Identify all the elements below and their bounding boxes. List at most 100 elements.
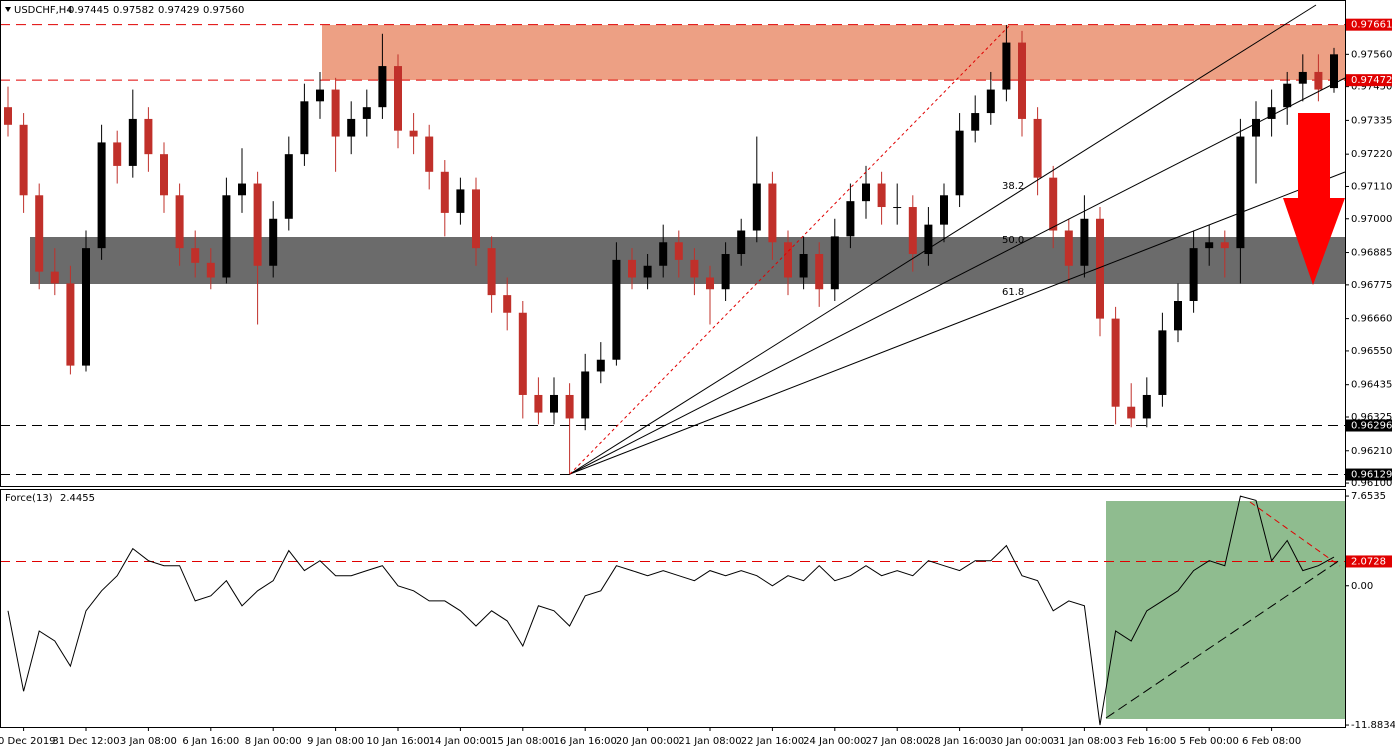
header-value: 0.97582 [113,5,154,16]
header-value: 0.97445 [68,5,109,16]
candle-body [752,183,761,231]
x-tick-label: 14 Jan 00:00 [429,736,492,747]
fib-label: 38.2 [1002,181,1024,192]
y-tick-label: 0.97220 [1351,149,1392,160]
candle-body [191,248,200,263]
candle-body [284,154,293,219]
candle-body [768,183,777,243]
x-tick-label: 8 Jan 00:00 [245,736,302,747]
y-tick-label: 0.97560 [1351,49,1392,60]
candle-body [674,242,683,260]
candle-body [66,283,75,366]
candle-body [1174,300,1182,331]
candle-body [581,371,590,419]
candle-body [1111,318,1120,407]
candle-body [456,189,465,213]
level-label: 0.97472 [1351,75,1392,86]
y-tick-label: 0.97450 [1351,82,1392,93]
level-label-bg [1346,555,1392,568]
candle-body [347,118,356,137]
level-label: 0.97661 [1351,20,1392,31]
level-label-bg [1346,74,1392,87]
symbol: USDCHF,H4 [14,5,73,16]
y-tick-label: -11.8834 [1351,720,1395,731]
candle-body [128,118,137,166]
candle-body [487,248,496,296]
x-tick-label: 30 Dec 2019 [0,736,56,747]
candle-body [1096,218,1104,319]
level-label: 2.0728 [1351,556,1386,567]
x-tick-label: 24 Jan 00:00 [803,736,866,747]
level-label-bg [1346,468,1392,481]
candle-body [175,195,184,249]
x-tick-label: 6 Feb 08:00 [1242,736,1301,747]
x-tick-label: 9 Jan 08:00 [307,736,364,747]
candle-body [877,183,886,208]
indicator-line [7,495,1335,726]
candle-body [378,66,387,108]
y-tick-label: 0.96435 [1351,380,1392,391]
arrow-head [1283,198,1345,285]
candle-body [253,183,262,266]
candle-body [4,107,12,125]
candle-body [893,207,902,209]
y-tick-label: 0.97335 [1351,115,1392,126]
candle-body [472,189,480,249]
candle-body [908,207,917,255]
level-label-bg [1346,18,1392,31]
candle-body [97,142,106,249]
candle-body [19,124,28,196]
candle-body [550,394,558,413]
candle-body [1049,177,1058,231]
candle-body [1267,107,1276,119]
candle-body [846,201,855,237]
resistance-zone [322,25,1345,80]
y-tick-label: 0.96885 [1351,248,1392,259]
candle-body [1283,83,1292,108]
candle-body [940,195,948,225]
candle-body [1252,118,1260,137]
candle-body [1314,71,1323,90]
fib-label: 61.8 [1002,287,1024,298]
header-value: 0.97429 [158,5,199,16]
candle-body [206,262,215,278]
y-tick-label: 0.96550 [1351,346,1392,357]
candle-body [160,154,168,196]
candle-body [784,242,792,278]
x-tick-label: 22 Jan 16:00 [741,736,804,747]
candle-body [518,312,527,395]
y-tick-label: 0.96775 [1351,280,1392,291]
candle-body [50,271,59,284]
x-tick-label: 31 Dec 12:00 [52,736,119,747]
candle-body [144,118,153,155]
candle-body [815,254,824,290]
y-tick-label: 0.96100 [1351,478,1392,489]
y-tick-label: 0.96210 [1351,446,1392,457]
candle-body [1080,218,1089,266]
candle-body [1064,230,1073,266]
trend-line [1105,559,1341,719]
candle-body [565,394,574,419]
y-tick-label: 0.97110 [1351,181,1392,192]
fan-line [569,77,1346,475]
x-tick-label: 16 Jan 16:00 [554,736,617,747]
candle-body [425,136,434,172]
x-tick-label: 5 Feb 00:00 [1180,736,1239,747]
candle-body [1142,394,1151,419]
candle-body [1127,406,1136,419]
candle-body [316,89,324,102]
level-label: 0.96129 [1351,470,1392,481]
candle-body [612,259,621,360]
candle-body [35,195,44,272]
candle-body [113,142,122,166]
x-tick-label: 20 Jan 00:00 [616,736,679,747]
indicator-name: Force(13) [5,493,53,504]
candle-body [440,171,449,213]
header-value: 0.97560 [203,5,244,16]
candle-body [955,130,964,196]
candle-body [82,248,90,366]
candle-body [628,259,636,278]
